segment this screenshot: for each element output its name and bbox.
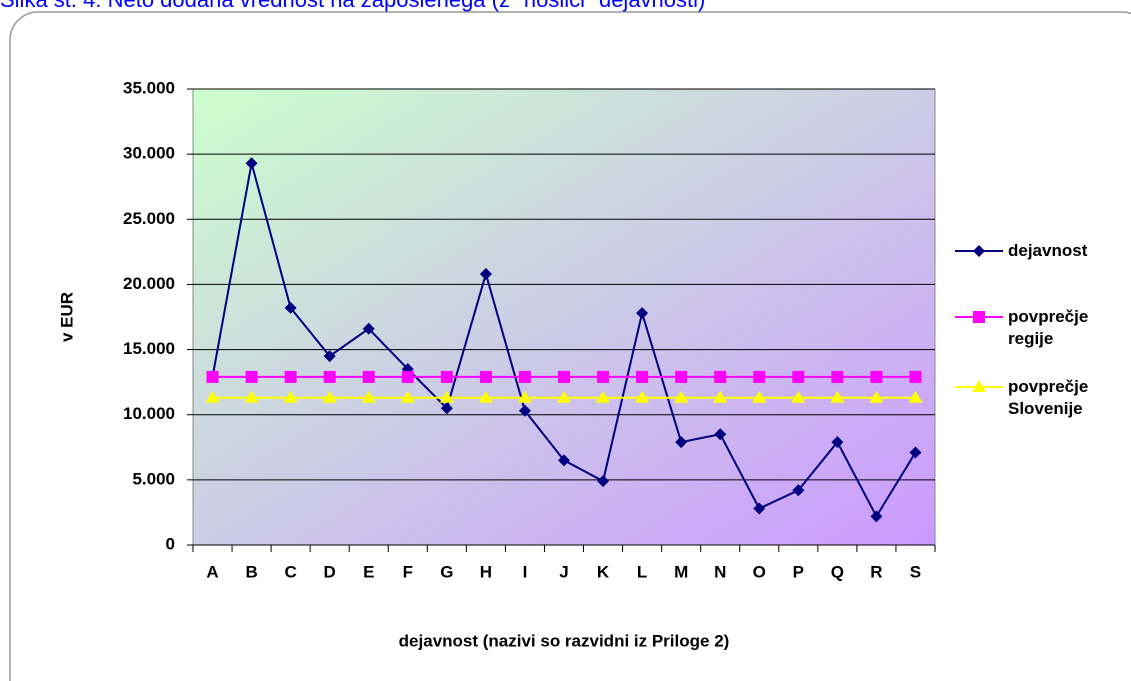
caption: Slika št. 4: Neto dodana vrednost na zap…: [0, 0, 705, 12]
data-point: [479, 370, 492, 383]
data-point: [909, 370, 922, 383]
data-point: [831, 370, 844, 383]
data-point: [361, 390, 376, 403]
data-point: [597, 475, 610, 488]
x-tick-label: K: [597, 562, 610, 581]
data-point: [674, 390, 689, 403]
x-tick-label: N: [714, 562, 726, 581]
data-point: [714, 428, 727, 441]
data-point: [635, 390, 650, 403]
data-point: [206, 370, 219, 383]
data-point: [714, 370, 727, 383]
data-point: [870, 510, 883, 523]
data-point: [400, 390, 415, 403]
data-point: [284, 301, 297, 314]
data-point: [713, 390, 728, 403]
data-point: [558, 370, 570, 383]
data-point: [479, 268, 492, 281]
data-point: [675, 370, 688, 383]
data-point: [517, 390, 532, 403]
y-tick-label: 25.000: [123, 209, 175, 228]
x-tick-label: P: [793, 562, 804, 581]
data-point: [518, 404, 531, 417]
y-tick-label: 10.000: [123, 404, 175, 423]
legend-label: povprečje regije: [1008, 307, 1089, 348]
data-point: [401, 370, 414, 383]
data-point: [908, 390, 923, 403]
legend-marker: [973, 245, 985, 257]
data-point: [870, 370, 883, 383]
data-point: [791, 390, 806, 403]
x-tick-label: R: [870, 562, 882, 581]
x-tick-label: A: [206, 562, 218, 581]
legend-label: povprečje Slovenije: [1008, 377, 1089, 418]
x-tick-label: C: [284, 562, 296, 581]
x-tick-label: J: [559, 562, 568, 581]
x-tick-label: L: [637, 562, 647, 581]
data-point: [909, 446, 922, 459]
x-tick-label: D: [324, 562, 336, 581]
x-tick-label: I: [523, 562, 528, 581]
data-point: [244, 390, 259, 403]
y-tick-label: 0: [166, 534, 175, 553]
data-point: [636, 307, 649, 320]
data-point: [284, 370, 297, 383]
y-tick-label: 20.000: [123, 274, 175, 293]
data-point: [792, 484, 805, 497]
x-tick-label: B: [245, 562, 257, 581]
data-point: [440, 402, 453, 415]
data-point: [478, 390, 493, 403]
data-point: [205, 390, 220, 403]
data-point: [831, 436, 844, 449]
x-tick-label: G: [440, 562, 453, 581]
data-point: [362, 370, 375, 383]
y-axis-label: v EUR: [57, 292, 76, 342]
data-point: [869, 390, 884, 403]
data-point: [596, 390, 611, 403]
x-axis-label: dejavnost (nazivi so razvidni iz Priloge…: [399, 631, 730, 650]
y-tick-label: 15.000: [123, 339, 175, 358]
y-tick-label: 35.000: [123, 78, 175, 97]
data-point: [323, 350, 336, 363]
data-point: [323, 370, 336, 383]
data-point: [597, 370, 610, 383]
data-point: [753, 502, 766, 515]
x-tick-label: O: [753, 562, 766, 581]
data-point: [439, 390, 454, 403]
x-tick-label: S: [910, 562, 921, 581]
data-point: [322, 390, 337, 403]
data-point: [283, 390, 298, 403]
data-point: [675, 436, 688, 449]
x-tick-label: F: [403, 562, 413, 581]
data-point: [362, 322, 375, 335]
legend-marker: [972, 380, 986, 392]
plot-area: [192, 88, 936, 546]
data-point: [558, 454, 570, 467]
legend-marker: [973, 311, 985, 323]
chart-frame: [9, 11, 1131, 681]
data-point: [636, 370, 649, 383]
data-point: [518, 370, 531, 383]
data-point: [557, 390, 571, 403]
data-point: [440, 370, 453, 383]
x-tick-label: H: [480, 562, 492, 581]
legend-label: dejavnost: [1008, 241, 1088, 260]
data-point: [753, 370, 766, 383]
data-point: [830, 390, 845, 403]
y-tick-label: 5.000: [132, 469, 175, 488]
data-point: [245, 157, 258, 170]
y-tick-label: 30.000: [123, 144, 175, 163]
x-tick-label: M: [674, 562, 688, 581]
data-point: [792, 370, 805, 383]
x-tick-label: E: [363, 562, 374, 581]
x-tick-label: Q: [831, 562, 844, 581]
data-point: [752, 390, 767, 403]
data-point: [245, 370, 258, 383]
